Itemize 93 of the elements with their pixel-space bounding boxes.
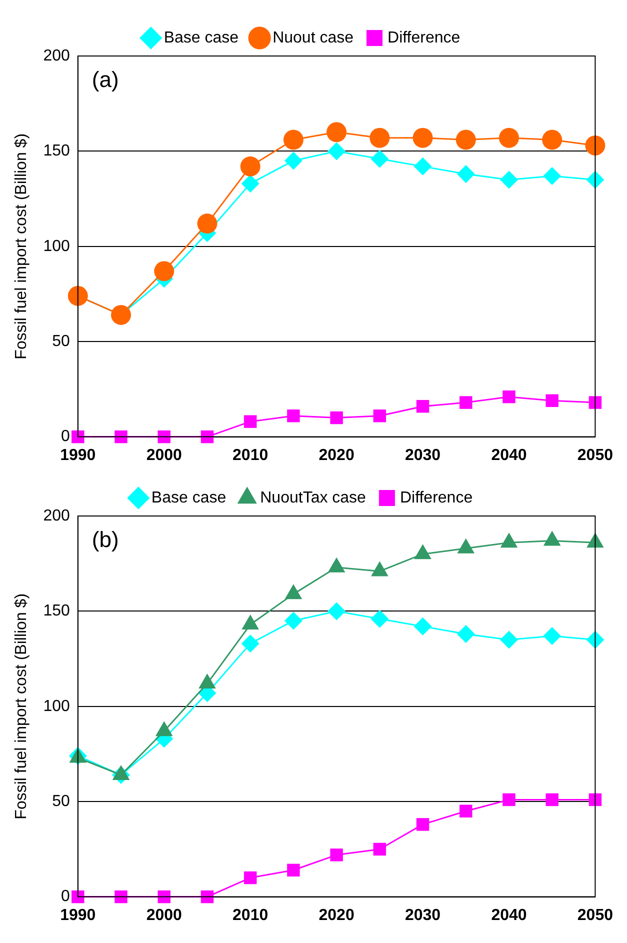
- point: [371, 561, 388, 576]
- point: [416, 400, 430, 413]
- point: [543, 626, 562, 645]
- y-tick-label: 100: [43, 698, 70, 715]
- point: [328, 602, 346, 620]
- point: [542, 130, 562, 150]
- point: [241, 174, 260, 193]
- point: [373, 409, 386, 422]
- point: [284, 612, 302, 630]
- x-tick-label: 2040: [491, 446, 527, 464]
- y-tick-label: 150: [43, 602, 70, 620]
- point: [543, 166, 562, 185]
- point: [500, 170, 518, 189]
- x-tick-label: 2000: [146, 906, 182, 924]
- point: [414, 157, 432, 176]
- point: [197, 214, 218, 234]
- annotation: (a): [92, 67, 119, 92]
- point: [287, 864, 300, 877]
- y-axis-title: Fossil fuel import cost (Billion $): [13, 593, 30, 820]
- y-tick-label: 50: [52, 793, 70, 810]
- legend-label: Base case: [151, 489, 226, 506]
- legend-label: Base case: [164, 29, 239, 46]
- point: [198, 674, 216, 689]
- point: [114, 430, 128, 444]
- point: [244, 415, 257, 428]
- point: [414, 544, 432, 560]
- point: [72, 430, 84, 444]
- annotation: (b): [92, 527, 119, 552]
- x-tick-label: 2000: [146, 446, 182, 464]
- point: [328, 142, 346, 160]
- point: [412, 128, 433, 148]
- point: [588, 396, 602, 409]
- point: [242, 614, 259, 630]
- point: [283, 130, 304, 150]
- x-tick-label: 2010: [232, 906, 268, 924]
- point: [326, 122, 347, 142]
- y-tick-label: 150: [43, 142, 70, 160]
- x-tick-label: 2050: [577, 446, 614, 464]
- point: [498, 128, 519, 148]
- x-tick-label: 2030: [404, 446, 441, 464]
- point: [502, 793, 516, 806]
- point: [500, 630, 518, 649]
- point: [456, 625, 475, 644]
- y-tick-label: 0: [60, 428, 70, 446]
- point: [158, 890, 170, 904]
- point: [585, 135, 606, 156]
- x-tick-label: 2050: [577, 906, 614, 924]
- point: [370, 150, 389, 168]
- y-tick-label: 100: [43, 238, 70, 255]
- point: [416, 818, 430, 831]
- x-tick-label: 2040: [491, 906, 527, 924]
- point: [284, 152, 302, 170]
- point: [72, 890, 84, 904]
- point: [456, 130, 476, 150]
- y-tick-label: 0: [60, 888, 70, 906]
- point: [158, 430, 170, 444]
- point: [330, 411, 343, 424]
- point: [414, 617, 432, 636]
- point: [244, 871, 257, 884]
- y-tick-label: 200: [43, 507, 70, 524]
- point: [241, 634, 260, 653]
- point: [240, 156, 260, 176]
- legend-label: Difference: [400, 489, 473, 506]
- x-tick-label: 2030: [404, 906, 441, 924]
- point: [330, 848, 343, 862]
- point: [460, 804, 472, 818]
- point: [460, 396, 472, 409]
- point: [373, 842, 386, 856]
- y-axis-title: Fossil fuel import cost (Billion $): [13, 133, 30, 360]
- point: [370, 610, 389, 628]
- x-tick-label: 1990: [60, 446, 96, 464]
- x-tick-label: 1990: [60, 906, 96, 924]
- point: [546, 793, 558, 806]
- x-tick-label: 2020: [318, 906, 354, 924]
- point: [114, 890, 128, 904]
- point: [370, 128, 390, 148]
- point: [154, 261, 174, 282]
- point: [457, 538, 475, 554]
- y-tick-label: 50: [52, 333, 70, 350]
- point: [500, 532, 518, 548]
- point: [456, 165, 475, 184]
- point: [546, 394, 558, 407]
- y-tick-label: 200: [43, 47, 70, 64]
- x-tick-label: 2020: [318, 446, 354, 464]
- legend-label: Difference: [388, 29, 460, 46]
- legend-label: NuoutTax case: [260, 489, 366, 506]
- legend-label: Nuout case: [272, 29, 354, 46]
- point: [502, 390, 516, 404]
- point: [287, 409, 300, 422]
- x-tick-label: 2010: [232, 446, 268, 464]
- point: [284, 584, 302, 600]
- point: [328, 557, 346, 572]
- point: [543, 530, 561, 546]
